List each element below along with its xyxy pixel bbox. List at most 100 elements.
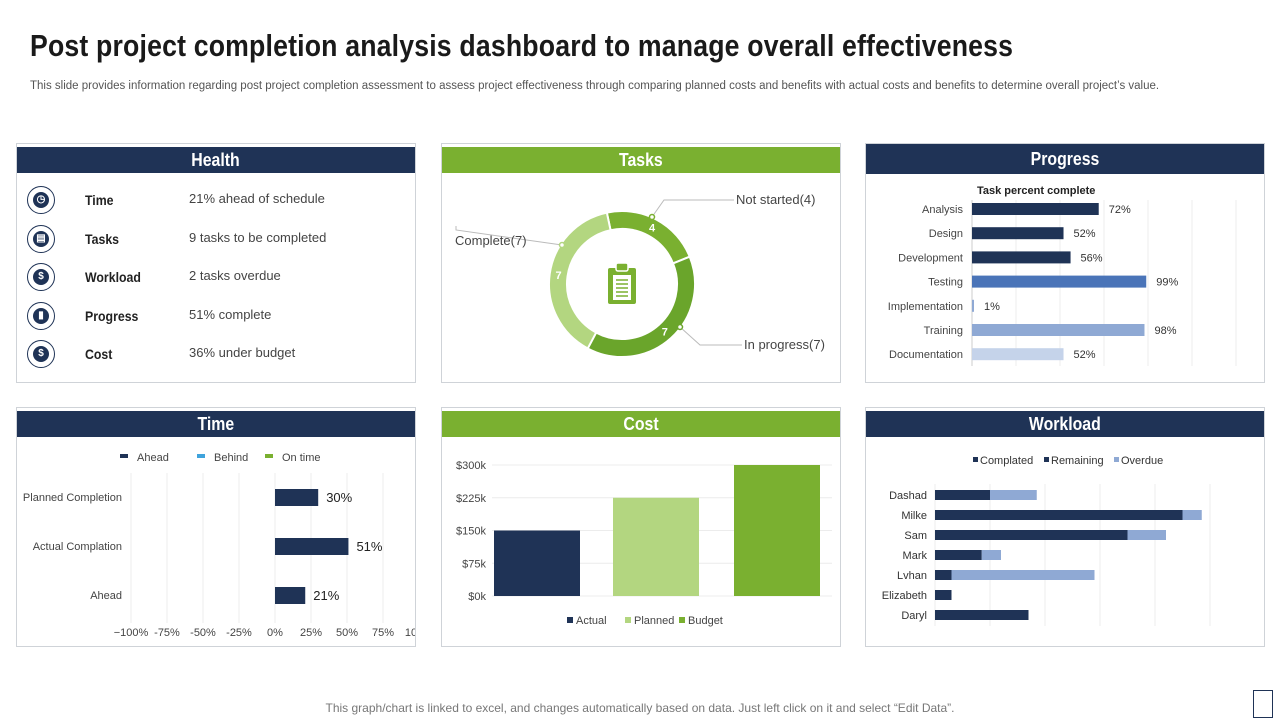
progress-data-label: 52% [1074, 228, 1096, 240]
donut-slice-in-progress [586, 255, 696, 358]
time-legend-swatch [120, 454, 128, 458]
workload-bar-remaining [935, 570, 952, 580]
time-tick-label: 100% [405, 627, 415, 639]
workload-bar-overdue [1182, 510, 1202, 520]
health-value: 9 tasks to be completed [189, 230, 327, 245]
cost-legend-swatch [679, 617, 685, 623]
workload-legend-swatch [1114, 457, 1119, 462]
tasks-panel: Tasks 4 7 7 Not started(4) Complete(7) In … [441, 143, 841, 383]
cost-tick-label: $150k [456, 526, 486, 538]
health-header: Health [17, 147, 415, 173]
health-label: Time [85, 192, 114, 208]
tasks-donut-chart[interactable]: 4 7 7 Not started(4) Complete(7) In progre… [442, 144, 840, 382]
progress-bar [972, 299, 974, 312]
workload-bar-overdue [1127, 530, 1166, 540]
time-category-label: Actual Complation [33, 541, 122, 553]
time-tick-label: 0% [267, 627, 283, 639]
health-label: Cost [85, 346, 113, 362]
footer-note: This graph/chart is linked to excel, and… [325, 701, 955, 715]
time-bar-chart[interactable]: Ahead Behind On time −100% -75% -50% -25% 0% 25%… [17, 408, 415, 646]
progress-title: Progress [1030, 149, 1100, 169]
workload-legend-swatch [973, 457, 978, 462]
workload-bar-remaining [935, 550, 982, 560]
progress-chart-title: Task percent complete [977, 185, 1095, 197]
progress-bar [972, 324, 1145, 336]
time-legend-swatch [265, 454, 273, 458]
progress-data-label: 1% [984, 301, 1000, 313]
leader-complete [455, 226, 563, 246]
health-value: 36% under budget [189, 345, 296, 360]
cost-bar-chart[interactable]: $0k $75k $150k $225k $300k Actual Planned Budge… [442, 408, 840, 646]
workload-legend-label: Remaining [1051, 455, 1104, 467]
workload-legend-swatch [1044, 457, 1049, 462]
tasks-header: Tasks [442, 147, 840, 173]
workload-category-label: Daryl [901, 610, 927, 622]
workload-legend-label: Overdue [1121, 455, 1163, 467]
progress-data-label: 99% [1156, 277, 1178, 289]
health-row-progress: ▮ Progress 51% complete [27, 301, 407, 331]
workload-category-label: Dashad [889, 490, 927, 502]
health-value: 2 tasks overdue [189, 268, 281, 283]
health-panel: Health ◷ Time 21% ahead of schedule ▤ Tasks 9… [16, 143, 416, 383]
time-data-label: 51% [356, 539, 382, 554]
time-legend-swatch [197, 454, 205, 458]
time-tick-label: −100% [114, 627, 149, 639]
progress-data-label: 56% [1081, 252, 1103, 264]
time-tick-label: 50% [336, 627, 358, 639]
workload-bar-remaining [935, 490, 990, 500]
progress-category-label: Design [929, 228, 963, 240]
health-value: 21% ahead of schedule [189, 191, 325, 206]
workload-bar-chart[interactable]: Complated Remaining Overdue Dashad Milke Sam M… [866, 408, 1264, 646]
time-legend-label: Behind [214, 452, 248, 464]
health-label: Workload [85, 269, 141, 285]
money-bag-icon: $ [27, 340, 55, 368]
cost-legend-swatch [567, 617, 573, 623]
time-category-label: Planned Completion [23, 492, 122, 504]
page-subtitle: This slide provides information regardin… [30, 80, 1160, 92]
progress-bar [972, 251, 1071, 264]
progress-bar [972, 203, 1099, 215]
time-data-label: 21% [313, 588, 339, 603]
money-bag-icon-glyph: $ [33, 346, 49, 362]
leader-not-started [651, 199, 734, 218]
donut-data-label: 7 [662, 327, 668, 339]
workload-category-label: Lvhan [897, 570, 927, 582]
workload-panel: Workload Complated Remaining Overdue Dashad… [865, 407, 1265, 647]
health-row-time: ◷ Time 21% ahead of schedule [27, 185, 407, 215]
health-row-workload: $ Workload 2 tasks overdue [27, 262, 407, 292]
cost-legend-swatch [625, 617, 631, 623]
tasks-title: Tasks [619, 150, 663, 170]
clipboard-icon: ▤ [27, 225, 55, 253]
progress-bar [972, 275, 1147, 288]
time-legend-label: Ahead [137, 452, 169, 464]
workload-title: Workload [1029, 414, 1101, 434]
time-tick-label: -75% [154, 627, 180, 639]
time-bar [275, 538, 349, 555]
progress-category-label: Development [898, 252, 963, 264]
workload-bar-overdue [990, 490, 1037, 500]
progress-bar [972, 227, 1064, 240]
progress-bar-chart[interactable]: Task percent complete Analysis 72% Design 52… [866, 144, 1264, 382]
label-in-progress: In progress(7) [744, 337, 825, 352]
cost-bar-budget [734, 465, 820, 596]
progress-bar [972, 348, 1064, 361]
clock-icon: ◷ [27, 186, 55, 214]
cost-legend-label: Planned [634, 615, 674, 627]
time-title: Time [197, 414, 235, 434]
cost-bar-planned [613, 497, 699, 596]
cost-panel: Cost $0k $75k $150k $225k $300k Actual Planned… [441, 407, 841, 647]
time-legend-label: On time [282, 452, 321, 464]
workload-bar-remaining [935, 510, 1183, 520]
workload-category-label: Sam [904, 530, 927, 542]
workload-category-label: Mark [903, 550, 928, 562]
health-row-tasks: ▤ Tasks 9 tasks to be completed [27, 224, 407, 254]
marker-not-started [648, 213, 656, 221]
bar-chart-icon: ▮ [27, 302, 55, 330]
cost-title: Cost [623, 414, 659, 434]
time-bar [275, 587, 306, 604]
cost-tick-label: $75k [462, 558, 486, 570]
bar-chart-icon-glyph: ▮ [33, 308, 49, 324]
corner-icon [1253, 690, 1273, 718]
health-row-cost: $ Cost 36% under budget [27, 339, 407, 369]
time-header: Time [17, 411, 415, 437]
